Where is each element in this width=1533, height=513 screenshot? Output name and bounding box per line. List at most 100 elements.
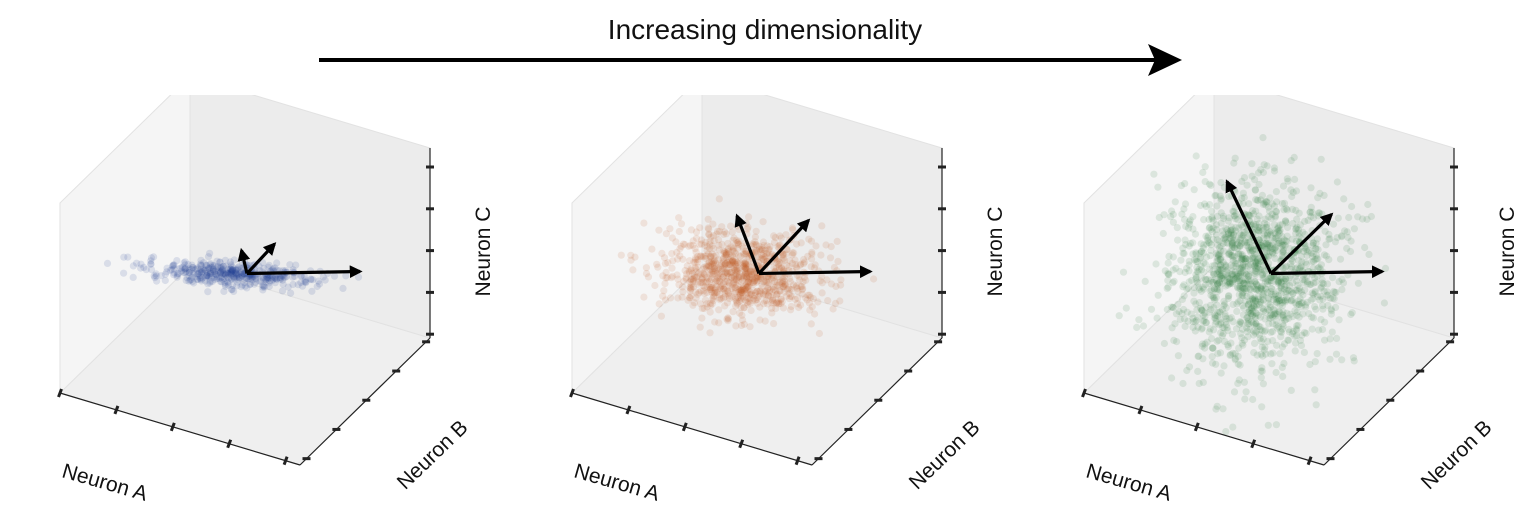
- data-point: [684, 296, 692, 304]
- data-point: [1214, 267, 1222, 275]
- data-point: [1216, 272, 1224, 280]
- data-point: [1364, 200, 1372, 209]
- data-point: [237, 283, 245, 291]
- data-point: [1197, 248, 1205, 256]
- data-point: [1239, 260, 1247, 268]
- data-point: [1229, 349, 1237, 357]
- data-point: [226, 258, 234, 266]
- data-point: [774, 260, 783, 269]
- data-point: [271, 279, 279, 287]
- data-point: [1256, 266, 1265, 274]
- data-point: [234, 264, 242, 272]
- data-point: [749, 268, 758, 276]
- data-point: [733, 258, 741, 266]
- data-point: [1230, 276, 1238, 284]
- data-point: [1263, 240, 1271, 249]
- data-point: [1255, 322, 1263, 330]
- data-point: [690, 258, 698, 266]
- data-point: [263, 274, 272, 282]
- point-cloud: [617, 195, 878, 338]
- data-point: [738, 311, 746, 319]
- data-point: [741, 285, 749, 293]
- data-point: [1274, 240, 1282, 248]
- data-point: [1296, 336, 1305, 345]
- data-point: [1333, 234, 1341, 242]
- data-point: [1174, 352, 1182, 360]
- data-point: [719, 280, 728, 288]
- data-point: [1230, 274, 1238, 282]
- data-point: [1292, 225, 1300, 233]
- data-point: [1169, 303, 1177, 311]
- data-point: [1255, 265, 1263, 273]
- data-point: [706, 240, 714, 248]
- data-point: [687, 275, 695, 283]
- data-point: [1329, 274, 1337, 282]
- data-point: [1275, 227, 1283, 235]
- data-point: [1212, 191, 1220, 199]
- data-point: [1248, 296, 1257, 304]
- data-point: [1238, 231, 1246, 239]
- data-point: [1251, 313, 1259, 321]
- data-point: [707, 259, 715, 267]
- data-point: [1277, 289, 1285, 297]
- data-point: [668, 234, 676, 242]
- data-point: [1264, 299, 1272, 307]
- data-point: [823, 276, 831, 284]
- data-point: [1212, 294, 1220, 302]
- data-point: [1228, 280, 1237, 288]
- data-point: [718, 282, 726, 290]
- data-point: [1285, 325, 1293, 333]
- data-point: [221, 269, 229, 277]
- data-point: [1242, 254, 1250, 263]
- axis-tick: [113, 405, 120, 415]
- data-point: [1307, 212, 1315, 221]
- data-point: [731, 249, 740, 258]
- data-point: [746, 267, 754, 275]
- data-point: [721, 287, 729, 295]
- data-point: [1213, 236, 1221, 244]
- data-point: [211, 275, 219, 284]
- data-point: [1218, 227, 1227, 235]
- data-point: [1243, 324, 1251, 332]
- data-point: [197, 265, 205, 273]
- data-point: [1198, 342, 1206, 350]
- data-point: [1206, 252, 1214, 260]
- data-point: [259, 281, 267, 289]
- data-point: [210, 273, 218, 281]
- data-point: [1288, 235, 1296, 243]
- data-point: [1205, 238, 1213, 246]
- data-point: [793, 284, 801, 292]
- data-point: [1292, 225, 1300, 233]
- data-point: [678, 283, 687, 291]
- data-point: [696, 323, 704, 331]
- data-point: [1249, 311, 1257, 319]
- data-point: [1259, 134, 1267, 142]
- data-point: [1284, 286, 1292, 294]
- data-point: [727, 222, 735, 230]
- data-point: [1269, 337, 1277, 345]
- data-point: [1232, 210, 1240, 218]
- data-point: [1229, 272, 1237, 280]
- data-point: [1221, 300, 1229, 308]
- data-point: [703, 243, 711, 251]
- data-point: [721, 269, 729, 277]
- data-point: [703, 303, 711, 311]
- data-point: [762, 290, 770, 298]
- data-point: [708, 300, 716, 308]
- data-point: [1254, 258, 1262, 266]
- data-point: [1192, 273, 1200, 282]
- data-point: [1245, 277, 1253, 285]
- data-point: [1220, 302, 1228, 310]
- data-point: [196, 275, 204, 283]
- data-point: [753, 277, 761, 285]
- data-point: [833, 237, 841, 245]
- data-point: [1306, 281, 1314, 289]
- data-point: [1291, 175, 1299, 183]
- data-point: [1313, 235, 1321, 243]
- data-point: [777, 300, 785, 308]
- data-point: [1196, 285, 1204, 294]
- data-point: [1228, 278, 1236, 286]
- data-point: [1229, 318, 1237, 326]
- data-point: [1251, 278, 1259, 286]
- data-point: [741, 272, 749, 280]
